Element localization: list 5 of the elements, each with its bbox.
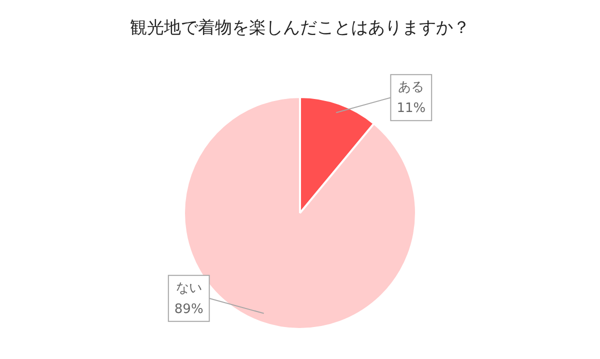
slice-label: ない [176,280,202,296]
slice-label: ある [398,80,424,95]
chart-title: 観光地で着物を楽しんだことはありますか？ [129,17,471,39]
data-label: 89% [174,302,204,317]
data-label: 11% [396,100,426,116]
